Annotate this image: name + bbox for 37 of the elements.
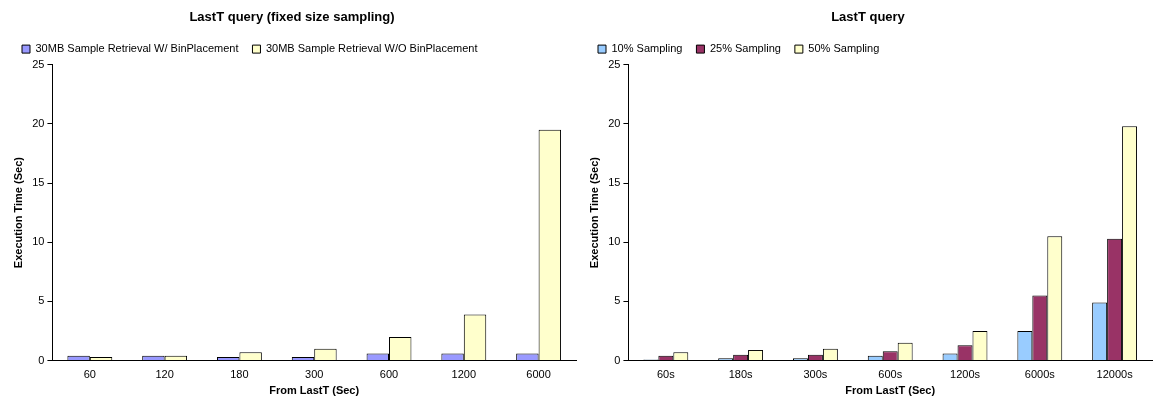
x-tick-label: 180s <box>728 368 754 381</box>
y-tick-label: 15 <box>32 176 45 189</box>
chart-title: LastT query (fixed size sampling) <box>189 9 395 25</box>
y-tick-label: 25 <box>32 57 45 70</box>
y-tick-label: 20 <box>608 116 621 129</box>
y-tick-label: 0 <box>38 353 45 366</box>
x-tick-label: 12000s <box>1096 368 1134 381</box>
y-tick-label: 10 <box>608 235 621 248</box>
x-tick-label: 600s <box>878 368 903 381</box>
x-tick-label: 600 <box>379 368 399 381</box>
y-axis-title: Execution Time (Sec) <box>587 156 600 269</box>
x-tick-label: 6000 <box>526 368 551 381</box>
y-tick-label: 10 <box>32 235 45 248</box>
legend-label: 30MB Sample Retrieval W/O BinPlacement <box>265 42 478 55</box>
x-tick-label: 1200s <box>950 368 981 381</box>
y-tick-label: 25 <box>608 57 621 70</box>
x-tick-label: 60 <box>83 368 96 381</box>
x-axis-title: From LastT (Sec) <box>269 384 360 397</box>
x-tick-label: 180 <box>230 368 249 381</box>
y-tick-label: 20 <box>32 116 45 129</box>
chart-title: LastT query <box>831 9 906 25</box>
x-tick-label: 1200 <box>451 368 477 381</box>
y-tick-label: 5 <box>614 294 621 307</box>
x-tick-label: 120 <box>155 368 174 381</box>
legend-label: 50% Sampling <box>808 42 880 55</box>
x-tick-label: 6000s <box>1024 368 1056 381</box>
legend-label: 10% Sampling <box>611 42 683 55</box>
x-axis-title: From LastT (Sec) <box>845 384 936 397</box>
legend-label: 30MB Sample Retrieval W/ BinPlacement <box>35 42 239 55</box>
x-tick-label: 300 <box>305 368 324 381</box>
y-axis-title: Execution Time (Sec) <box>11 156 24 269</box>
y-tick-label: 0 <box>614 353 621 366</box>
legend-label: 25% Sampling <box>709 42 781 55</box>
y-tick-label: 15 <box>608 176 621 189</box>
x-tick-label: 60s <box>656 368 676 381</box>
y-tick-label: 5 <box>38 294 45 307</box>
x-tick-label: 300s <box>803 368 828 381</box>
